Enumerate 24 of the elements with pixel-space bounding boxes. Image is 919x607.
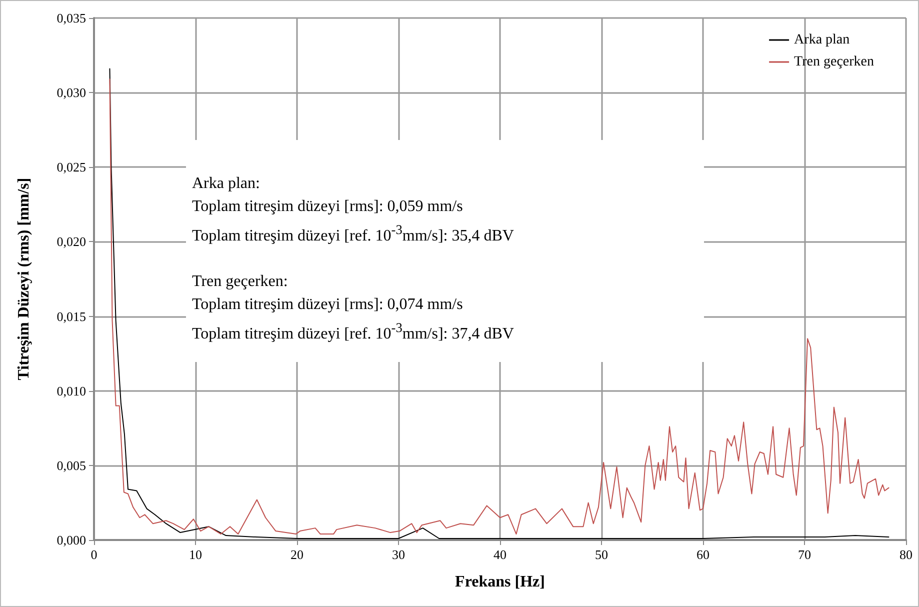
annotation: Tren geçerken: Toplam titreşim düzeyi [rms]: 0,074 mm/s Toplam titreşim düzeyi [ref. 10$^{-3}$mm/s]: 37,4 dBV	[192, 272, 514, 345]
y-tick-label: 0,000	[56, 532, 86, 548]
y-tick-label: 0,015	[56, 308, 86, 324]
x-tick-label: 10	[189, 547, 202, 562]
x-tick-label: 20	[290, 547, 304, 562]
y-tick-label: 0,020	[56, 234, 86, 250]
legend-label: Arka plan	[794, 32, 850, 48]
x-tick-label: 60	[696, 547, 710, 562]
y-tick-label: 0,035	[56, 10, 86, 26]
text-box: Arka plan: Toplam titreşim düzeyi [rms]: 0,059 mm/s Toplam titreşim düzeyi [ref. 10$^{-3}$mm/s]: 35,4 dBV Tren geçerken: Toplam titreşim düzeyi [rms]: 0,074 mm/s Toplam titreşim düzeyi [ref. 10$^{-3}$mm/s]: 37,4 dBV	[186, 140, 704, 362]
x-tick-label: 70	[798, 547, 811, 562]
x-tick-label: 40	[494, 547, 506, 562]
x-tick-label: 80	[900, 547, 912, 562]
y-tick-label: 0,030	[56, 85, 86, 100]
y-tick-label: 0,025	[56, 160, 86, 175]
x-tick-label: 0	[90, 547, 98, 562]
y-axis-title: Titreşim Düzeyi (rms) [mm/s]	[16, 178, 32, 380]
annotation: Arka plan: Toplam titreşim düzeyi [rms]: 0,059 mm/s Toplam titreşim düzeyi [ref. 10$^{-3}$mm/s]: 35,4 dBV	[192, 174, 514, 246]
x-axis-title: Frekans [Hz]	[455, 574, 545, 590]
y-tick-label: 0,010	[56, 383, 86, 398]
x-tick-label: 30	[392, 547, 405, 562]
legend-label: Tren geçerken	[794, 54, 874, 70]
y-tick-label: 0,005	[56, 458, 86, 473]
x-tick-label: 50	[595, 547, 608, 562]
